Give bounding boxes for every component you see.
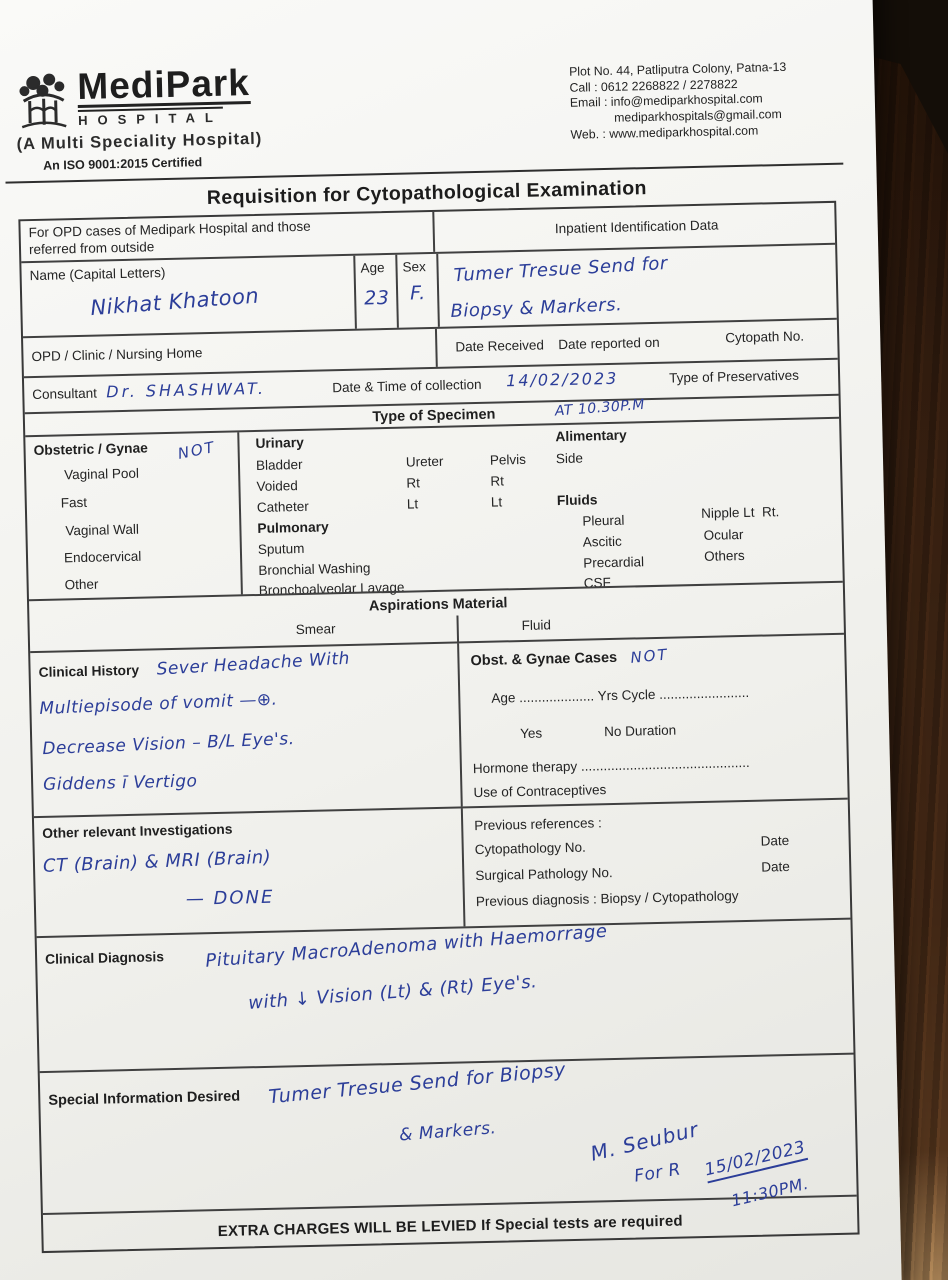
- name-label: Name (Capital Letters): [29, 265, 166, 284]
- row-clinical-diagnosis: Clinical Diagnosis Pituitary MacroAdenom…: [36, 917, 854, 1072]
- opd-clinic-label: OPD / Clinic / Nursing Home: [31, 345, 203, 365]
- gynae-cases-note-handwritten: NOT: [629, 645, 670, 667]
- history-line2-handwritten: Multiepisode of vomit —⊕.: [39, 689, 278, 720]
- row-history-gynae: Clinical History Sever Headache With Mul…: [30, 632, 848, 817]
- gynae-cases-label: Obst. & Gynae Cases: [470, 649, 618, 670]
- hormone-therapy-line: Hormone therapy ........................…: [472, 754, 750, 777]
- hospital-header: MediPark HOSPITAL (A Multi Speciality Ho…: [15, 60, 435, 173]
- date-received-label: Date Received: [455, 337, 545, 355]
- gynae-item: Vaginal Pool: [63, 465, 140, 483]
- consultant-value-handwritten: Dr. SHASHWAT.: [106, 378, 267, 402]
- row-specimen-body: Obstetric / Gynae NOT Vaginal Pool Fast …: [25, 416, 843, 600]
- pelvis-lt: Lt: [490, 494, 503, 510]
- gynae-note-handwritten: NOT: [176, 437, 218, 463]
- special-info-label: Special Information Desired: [48, 1088, 241, 1109]
- hospital-name: MediPark: [76, 62, 251, 108]
- clinical-diagnosis-label: Clinical Diagnosis: [44, 949, 165, 967]
- gynae-item: Endocervical: [63, 548, 142, 566]
- investigations-label: Other relevant Investigations: [42, 821, 233, 841]
- gynae-item: Vaginal Wall: [65, 521, 140, 539]
- age-label: Age: [360, 260, 385, 276]
- footer-notice: EXTRA CHARGES WILL BE LEVIED If Special …: [217, 1212, 683, 1240]
- gynae-no-duration-label: No Duration: [603, 722, 677, 740]
- date-reported-label: Date reported on: [558, 334, 660, 353]
- age-value-handwritten: 23: [363, 286, 390, 310]
- hospital-logo-icon: [15, 70, 73, 140]
- specimen-right-block: Urinary Bladder Voided Catheter Pulmonar…: [237, 419, 847, 598]
- ureter-header: Ureter: [405, 453, 444, 470]
- hospital-contact-block: Plot No. 44, Patliputra Colony, Patna-13…: [569, 59, 841, 144]
- special-info-line1-handwritten: Tumer Tresue Send for Biopsy: [267, 1058, 567, 1109]
- diagnosis-line2-handwritten: with ↓ Vision (Lt) & (Rt) Eye's.: [247, 971, 539, 1014]
- surgical-pathology-no-label: Surgical Pathology No.: [475, 865, 613, 884]
- signature-for-handwritten: For R: [632, 1159, 683, 1187]
- smear-label: Smear: [295, 621, 336, 638]
- requisition-form: For OPD cases of Medipark Hospital and t…: [18, 200, 860, 1256]
- sex-label: Sex: [402, 259, 426, 275]
- history-line3-handwritten: Decrease Vision – B/L Eye's.: [41, 729, 295, 760]
- urinary-header: Urinary: [255, 434, 304, 452]
- scanned-form-paper: MediPark HOSPITAL (A Multi Speciality Ho…: [0, 0, 902, 1280]
- doctor-signature-handwritten: M. Seubur: [588, 1117, 701, 1166]
- investigations-line1-handwritten: CT (Brain) & MRI (Brain): [42, 846, 272, 877]
- row-investigations-refs: Other relevant Investigations CT (Brain)…: [33, 797, 851, 937]
- ureter-rt: Rt: [406, 475, 421, 491]
- surgical-date-label: Date: [761, 859, 790, 875]
- nipple-label: Nipple Lt Rt.: [701, 504, 780, 521]
- gynae-yes-label: Yes: [519, 725, 543, 742]
- pulmonary-item: Sputum: [257, 540, 305, 557]
- gynae-item: Other: [64, 576, 99, 593]
- special-info-line2-handwritten: & Markers.: [398, 1118, 498, 1146]
- inpatient-note-line2-handwritten: Biopsy & Markers.: [450, 294, 623, 323]
- pulmonary-header: Pulmonary: [257, 519, 329, 536]
- cytopathology-no-label: Cytopathology No.: [474, 839, 586, 858]
- contraceptives-label: Use of Contraceptives: [473, 782, 607, 801]
- urinary-item: Catheter: [256, 498, 309, 515]
- consultant-label: Consultant: [32, 385, 98, 403]
- collection-date-handwritten: 14/02/2023: [505, 368, 619, 391]
- gynae-age-line: Age .................... Yrs Cycle .....…: [491, 684, 750, 706]
- gynae-header: Obstetric / Gynae: [33, 440, 148, 459]
- sex-value-handwritten: F.: [409, 282, 426, 305]
- fluids-header: Fluids: [556, 492, 598, 509]
- alimentary-header: Alimentary: [555, 427, 627, 445]
- opd-cases-label: For OPD cases of Medipark Hospital and t…: [28, 218, 311, 257]
- others-label: Others: [704, 547, 745, 564]
- hospital-name-sub: HOSPITAL: [77, 106, 224, 128]
- preservatives-label: Type of Preservatives: [668, 367, 800, 386]
- ocular-label: Ocular: [703, 526, 744, 543]
- alimentary-side: Side: [555, 450, 584, 467]
- urinary-item: Bladder: [255, 456, 303, 474]
- investigations-line2-handwritten: — DONE: [185, 886, 275, 910]
- iso-certification: An ISO 9001:2015 Certified: [42, 155, 203, 173]
- fluids-item: Pleural: [582, 512, 625, 529]
- fluids-item: Precardial: [583, 554, 645, 571]
- previous-diagnosis-label: Previous diagnosis : Biopsy / Cytopathol…: [475, 888, 739, 910]
- ureter-lt: Lt: [406, 496, 419, 512]
- gynae-item: Fast: [60, 494, 88, 511]
- fluids-item: Ascitic: [582, 533, 622, 550]
- pelvis-rt: Rt: [490, 473, 505, 489]
- history-line1-handwritten: Sever Headache With: [156, 648, 351, 680]
- inpatient-id-label: Inpatient Identification Data: [554, 217, 719, 237]
- name-value-handwritten: Nikhat Khatoon: [89, 283, 260, 321]
- brand-block: MediPark HOSPITAL: [76, 62, 251, 130]
- fluid-label: Fluid: [521, 617, 552, 634]
- clinical-history-label: Clinical History: [38, 662, 140, 680]
- urinary-item: Voided: [256, 478, 298, 494]
- cytopath-no-label: Cytopath No.: [725, 328, 805, 346]
- inpatient-note-line1-handwritten: Tumer Tresue Send for: [453, 252, 669, 287]
- row-special-info: Special Information Desired Tumer Tresue…: [39, 1052, 857, 1214]
- pulmonary-item: Bronchial Washing: [258, 560, 371, 578]
- collection-label: Date & Time of collection: [332, 376, 482, 396]
- cytopathology-date-label: Date: [760, 833, 790, 849]
- previous-refs-title: Previous references :: [474, 815, 602, 834]
- pelvis-header: Pelvis: [489, 451, 527, 468]
- history-line4-handwritten: Giddens ī Vertigo: [42, 771, 198, 795]
